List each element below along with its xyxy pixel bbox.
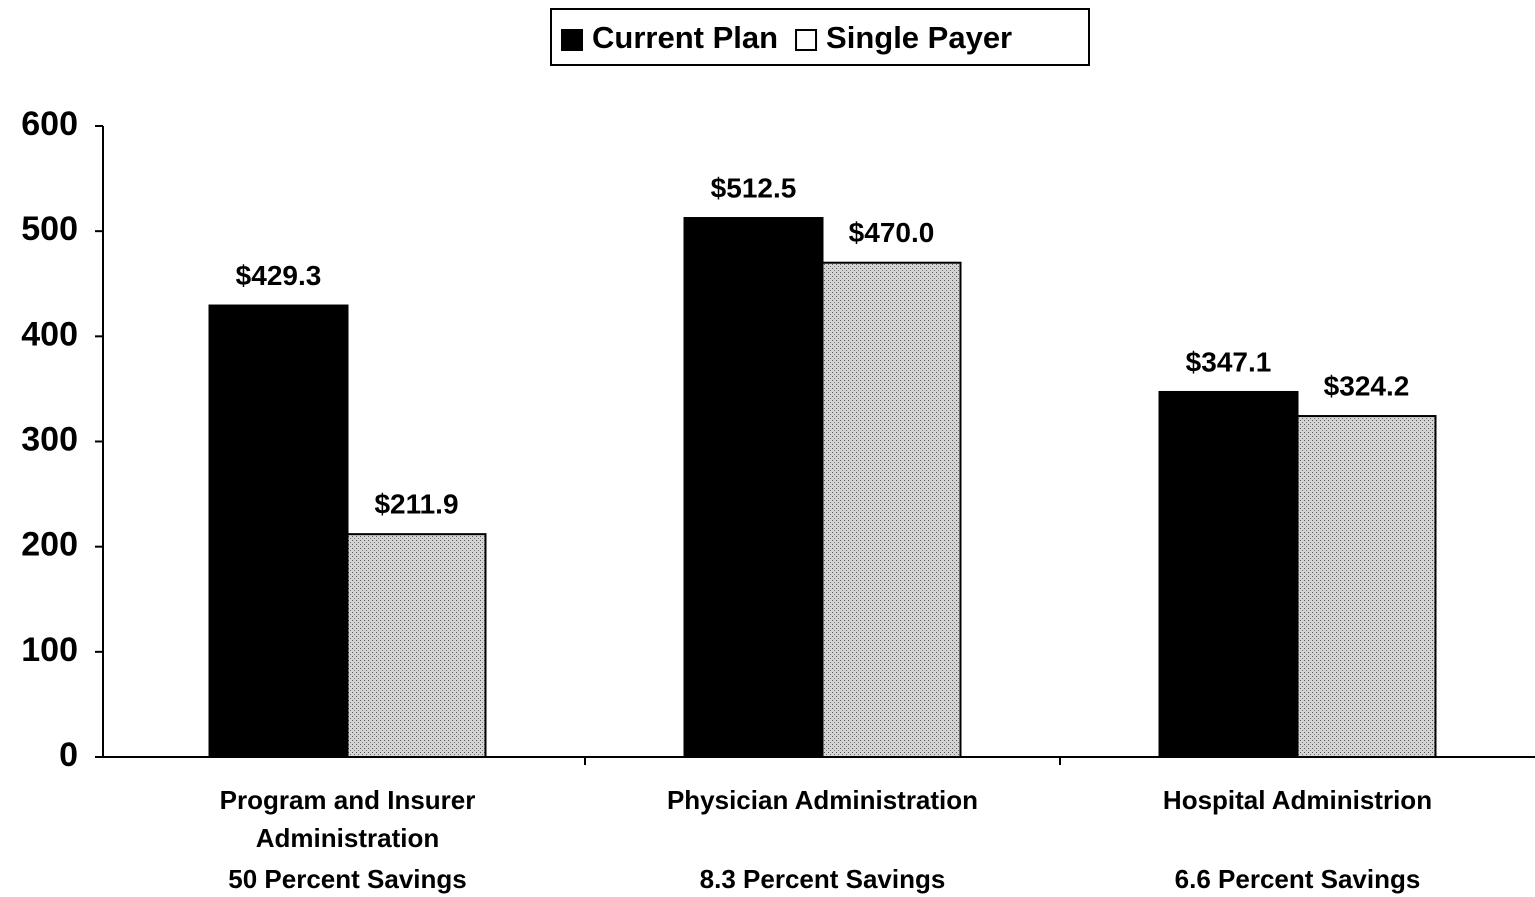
- data-label: $512.5: [711, 172, 797, 203]
- bar: [821, 261, 962, 758]
- y-tick-label: 0: [59, 736, 78, 774]
- x-tick-label: Program and Insurer Administration: [219, 785, 476, 853]
- y-tick-label: 600: [21, 105, 78, 143]
- legend-label: Single Payer: [826, 20, 1012, 55]
- legend-label: Current Plan: [592, 20, 778, 55]
- data-label: $429.3: [236, 260, 322, 291]
- legend: Current Plan Single Payer: [550, 8, 1090, 66]
- legend-swatch: [795, 29, 818, 51]
- legend-box: [550, 8, 1090, 66]
- x-tick-label: Physician Administration: [666, 785, 979, 815]
- bar: [1296, 415, 1437, 758]
- bar: [683, 217, 824, 759]
- annotation: 6.6 Percent Savings: [1174, 864, 1421, 894]
- y-tick-label: 300: [21, 420, 78, 458]
- y-tick-label: 100: [21, 631, 78, 669]
- data-label: $324.2: [1324, 370, 1410, 401]
- data-label: $347.1: [1186, 346, 1272, 377]
- annotation: 50 Percent Savings: [228, 864, 467, 894]
- x-tick-label: Hospital Administrion: [1162, 785, 1433, 815]
- bar: [1158, 390, 1299, 758]
- bar: [346, 533, 487, 759]
- legend-swatch: [561, 29, 583, 51]
- data-label: $470.0: [849, 217, 935, 248]
- data-label: $211.9: [374, 489, 458, 520]
- y-tick-label: 200: [21, 526, 78, 564]
- y-tick-label: 500: [21, 210, 78, 248]
- y-tick-label: 400: [21, 315, 78, 353]
- bar: [208, 304, 349, 758]
- annotation: 8.3 Percent Savings: [699, 864, 946, 894]
